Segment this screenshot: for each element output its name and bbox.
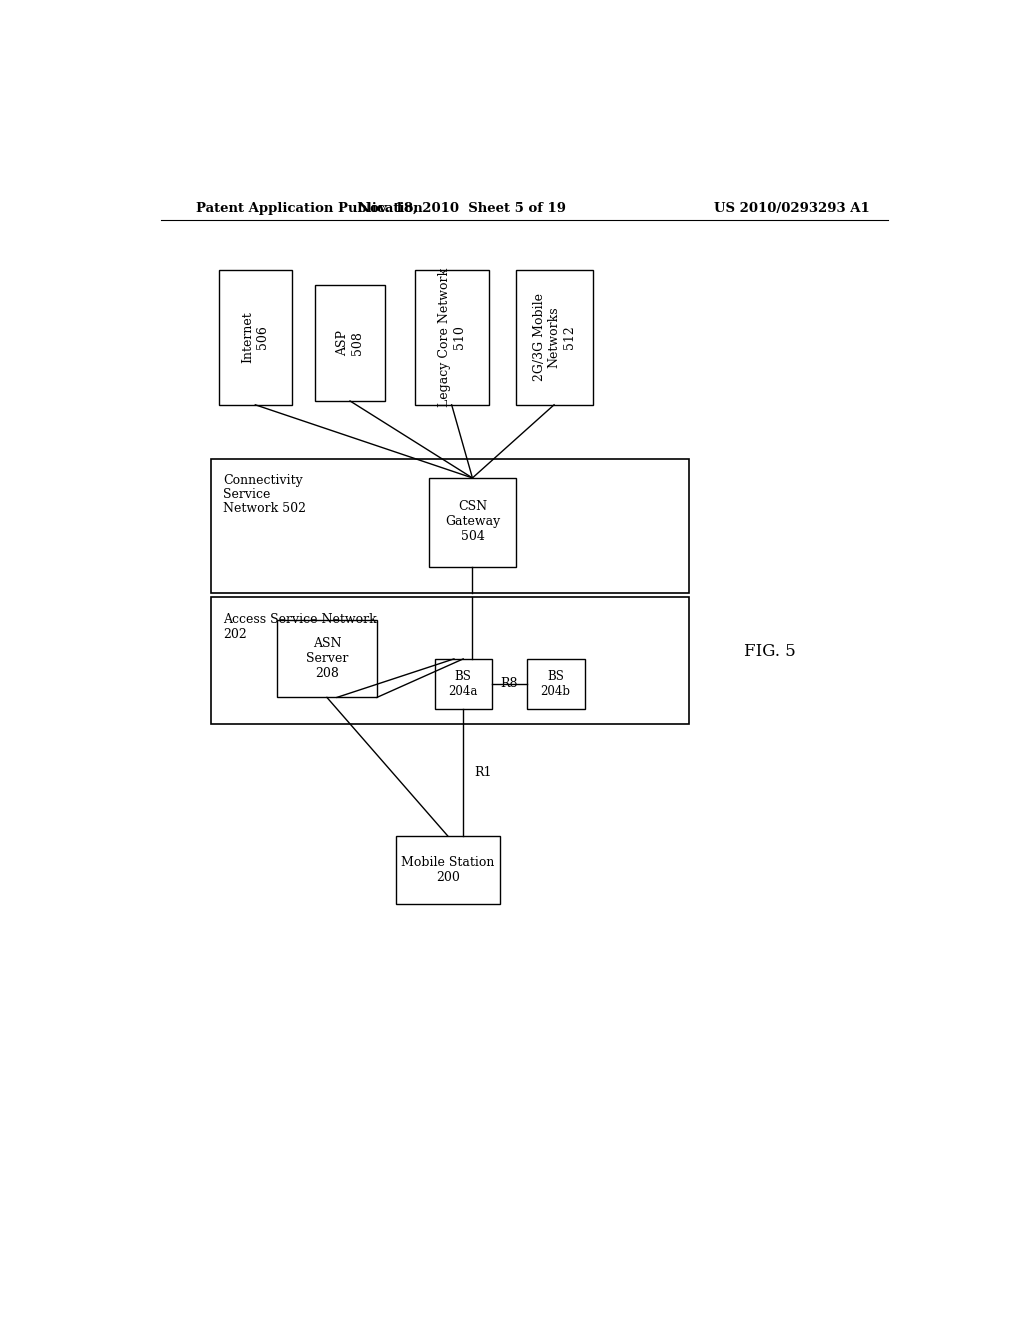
Text: US 2010/0293293 A1: US 2010/0293293 A1 [714,202,869,215]
Text: CSN
Gateway
504: CSN Gateway 504 [444,500,500,544]
Text: Service: Service [223,488,270,502]
Bar [276,620,377,697]
Text: ASN
Server
208: ASN Server 208 [306,638,348,680]
Text: 202: 202 [223,628,247,642]
Text: Connectivity: Connectivity [223,474,303,487]
Text: FIG. 5: FIG. 5 [743,643,796,660]
Bar [429,478,515,566]
Bar [219,271,292,405]
Bar [515,271,593,405]
Text: Nov. 18, 2010  Sheet 5 of 19: Nov. 18, 2010 Sheet 5 of 19 [357,202,565,215]
Text: Legacy Core Network
510: Legacy Core Network 510 [437,268,466,407]
Text: BS
204a: BS 204a [449,669,478,697]
Bar [211,459,689,594]
Bar [527,659,585,709]
Text: Access Service Network: Access Service Network [223,612,377,626]
Bar [416,271,488,405]
Text: Patent Application Publication: Patent Application Publication [196,202,423,215]
Text: 2G/3G Mobile
Networks
512: 2G/3G Mobile Networks 512 [532,293,575,381]
Text: ASP
508: ASP 508 [336,330,364,356]
Bar [315,285,385,401]
Text: Mobile Station
200: Mobile Station 200 [401,855,495,884]
Text: R8: R8 [501,677,518,690]
Text: BS
204b: BS 204b [541,669,570,697]
Text: R1: R1 [475,766,493,779]
Bar [396,836,500,904]
Text: Network 502: Network 502 [223,502,306,515]
Bar [211,598,689,725]
Bar [435,659,493,709]
Text: Internet
506: Internet 506 [242,312,269,363]
